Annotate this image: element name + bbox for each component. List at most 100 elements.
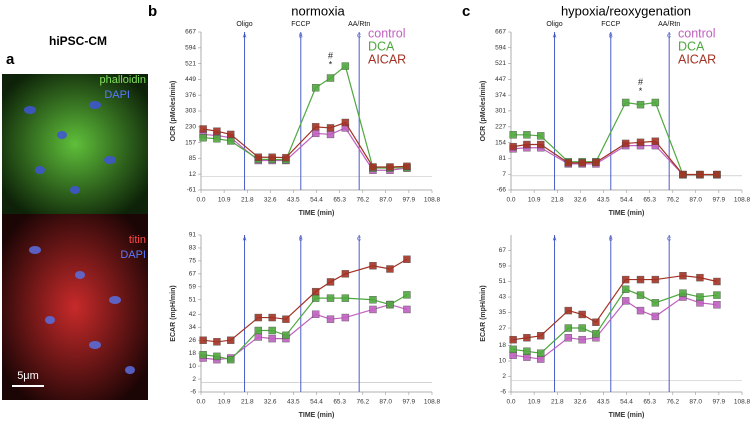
marker [713, 301, 721, 309]
panel-title: normoxia [291, 3, 345, 18]
y-tick-label: 230 [185, 124, 196, 131]
x-tick-label: 65.3 [333, 197, 346, 204]
marker [651, 312, 660, 321]
x-tick-label: 65.3 [643, 399, 656, 406]
x-tick-label: 54.4 [620, 399, 633, 406]
marker [564, 306, 573, 315]
x-tick-label: 21.8 [241, 399, 254, 406]
marker [679, 272, 687, 280]
x-tick-label: 54.4 [620, 197, 633, 204]
x-tick-label: 10.9 [218, 197, 231, 204]
marker [199, 133, 207, 142]
panel-title: hypoxia/reoxygenation [561, 3, 691, 18]
marker [326, 130, 335, 139]
injection-marker: A [553, 33, 557, 39]
annotation: # [638, 77, 643, 87]
marker [311, 129, 320, 138]
injection-marker: C [667, 236, 671, 242]
marker [254, 333, 263, 341]
y-tick-label: 91 [189, 232, 197, 239]
series-line [513, 275, 718, 341]
x-tick-label: 32.6 [264, 197, 277, 204]
y-tick-label: 667 [495, 29, 506, 36]
y-tick-label: 51 [499, 278, 507, 285]
y-tick-label: -66 [497, 187, 507, 194]
marker [268, 334, 276, 343]
y-tick-label: 75 [189, 258, 197, 265]
injection-marker: B [299, 33, 303, 39]
marker [403, 255, 411, 263]
y-tick-label: 449 [185, 76, 196, 83]
marker [651, 98, 660, 107]
marker [213, 352, 221, 361]
marker [523, 131, 531, 139]
marker [199, 125, 207, 133]
marker [592, 158, 600, 167]
marker [564, 159, 573, 167]
stain-label: phalloidin [100, 74, 146, 86]
injection-label: FCCP [291, 21, 310, 28]
marker [636, 291, 645, 299]
marker [651, 137, 660, 145]
y-tick-label: -61 [187, 187, 197, 194]
y-tick-label: 301 [495, 108, 506, 115]
y-tick-label: 67 [189, 271, 197, 278]
marker [713, 291, 721, 299]
panel-a: a hiPSC-CM phalloidin DAPI titin DAPI 5μ… [2, 34, 148, 400]
y-tick-label: 18 [189, 350, 197, 357]
x-tick-label: 32.6 [574, 197, 587, 204]
marker [199, 336, 207, 344]
series-line [203, 121, 407, 168]
x-tick-label: 76.2 [356, 399, 369, 406]
legend-entry: AICAR [678, 52, 716, 66]
x-tick-label: 54.4 [310, 399, 323, 406]
y-tick-label: 374 [495, 92, 506, 99]
marker [621, 285, 630, 293]
marker [403, 291, 411, 299]
injection-label: Oligo [236, 21, 252, 28]
series-line [203, 294, 408, 361]
marker [326, 74, 335, 82]
x-axis-label: TIME (min) [299, 412, 335, 419]
marker [564, 324, 573, 332]
x-tick-label: 87.0 [689, 399, 702, 406]
x-tick-label: 97.9 [403, 399, 416, 406]
marker [537, 140, 545, 149]
marker [621, 275, 630, 284]
marker [386, 163, 394, 171]
marker [592, 318, 600, 326]
x-tick-label: 76.2 [666, 197, 679, 204]
marker [268, 313, 276, 322]
marker [523, 140, 531, 149]
legend-entry: control [678, 26, 716, 40]
marker [268, 153, 276, 161]
y-tick-label: 83 [189, 245, 197, 252]
marker [213, 338, 221, 346]
x-tick-label: 43.5 [597, 399, 610, 406]
marker [369, 305, 377, 314]
injection-label: FCCP [601, 21, 620, 28]
marker [268, 326, 276, 335]
legend-entry: AICAR [368, 52, 406, 66]
scale-label: 5μm [17, 370, 39, 382]
marker [696, 293, 704, 301]
y-tick-label: 7 [502, 171, 506, 178]
panel-letter: a [6, 51, 15, 68]
x-tick-label: 32.6 [574, 399, 587, 406]
annotation: # [328, 50, 333, 60]
marker [713, 170, 721, 179]
marker [651, 275, 660, 284]
marker [621, 297, 630, 305]
x-tick-label: 32.6 [264, 399, 277, 406]
x-tick-label: 97.9 [713, 399, 726, 406]
injection-marker: B [299, 236, 303, 242]
marker [227, 336, 235, 344]
y-tick-label: 521 [495, 60, 506, 67]
stain-label: DAPI [120, 249, 146, 261]
marker [621, 98, 630, 107]
y-tick-label: 594 [185, 45, 196, 52]
injection-marker: B [609, 236, 613, 242]
x-tick-label: 87.0 [379, 197, 392, 204]
y-tick-label: 10 [189, 363, 197, 370]
